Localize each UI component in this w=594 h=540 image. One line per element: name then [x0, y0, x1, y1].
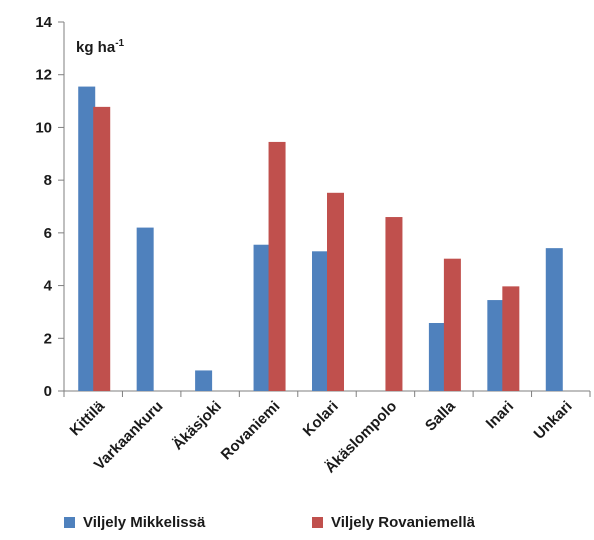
- x-axis: [63, 390, 591, 397]
- x-category-label: Rovaniemi: [218, 398, 284, 464]
- bar-mikkeli: [312, 251, 329, 391]
- legend-label: Viljely Mikkelissä: [83, 514, 206, 531]
- legend: Viljely Mikkelissä Viljely Rovaniemellä: [64, 514, 584, 534]
- legend-label: Viljely Rovaniemellä: [331, 514, 475, 531]
- y-tick-label: 8: [44, 172, 52, 189]
- bar-mikkeli: [195, 370, 213, 391]
- bar-rovaniemi: [385, 217, 403, 391]
- y-axis: 0 2 4 6 8 10 12 14: [35, 14, 65, 400]
- unit-label: kg ha-1: [76, 38, 125, 56]
- bar-mikkeli: [428, 322, 446, 391]
- x-category-label: Salla: [422, 397, 459, 434]
- bar-rovaniemi: [327, 192, 344, 391]
- bar-mikkeli: [253, 244, 271, 391]
- y-tick-label: 14: [35, 14, 52, 31]
- x-category-label: Unkari: [531, 398, 576, 443]
- x-category-label: Inari: [483, 398, 517, 432]
- bars: [78, 86, 563, 392]
- y-tick-label: 4: [44, 278, 53, 295]
- y-tick-label: 12: [35, 67, 52, 84]
- bar-rovaniemi: [443, 258, 461, 391]
- bar-mikkeli: [487, 300, 505, 391]
- bar-rovaniemi: [502, 286, 520, 391]
- x-category-label: Kolari: [300, 398, 342, 440]
- bar-rovaniemi: [93, 106, 111, 392]
- x-category-label: Kittilä: [67, 397, 109, 439]
- bar-rovaniemi: [268, 141, 286, 391]
- y-tick-label: 2: [44, 330, 52, 347]
- bar-mikkeli: [78, 86, 96, 391]
- y-tick-label: 10: [35, 119, 52, 136]
- bar-mikkeli: [545, 248, 563, 391]
- y-tick-label: 6: [44, 225, 52, 242]
- legend-item-rovaniemi: Viljely Rovaniemellä: [312, 514, 475, 531]
- x-category-label: Äkäsjoki: [169, 398, 225, 454]
- legend-item-mikkeli: Viljely Mikkelissä: [64, 514, 205, 531]
- legend-swatch-red: [312, 517, 323, 528]
- bar-mikkeli: [136, 227, 154, 391]
- y-tick-label: 0: [44, 383, 52, 400]
- legend-swatch-blue: [64, 517, 75, 528]
